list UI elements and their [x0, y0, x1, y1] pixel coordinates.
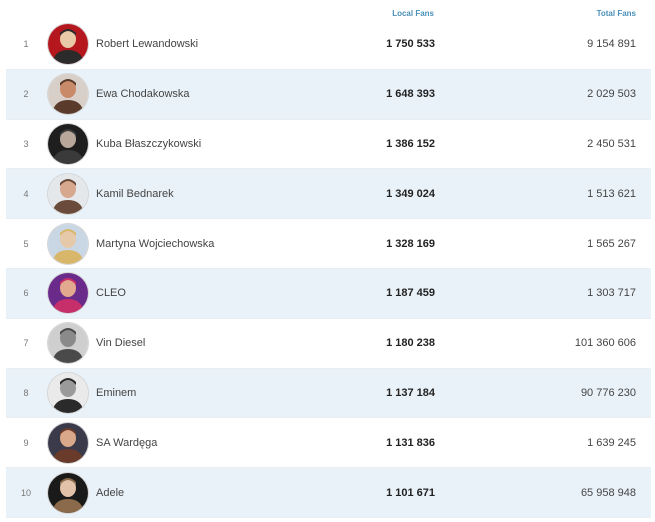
avatar[interactable]	[48, 123, 88, 164]
total-fans-value: 1 513 621	[587, 187, 636, 200]
profile-name-link[interactable]: CLEO	[96, 287, 126, 300]
total-fans-value: 2 029 503	[587, 88, 636, 101]
portrait-icon	[48, 173, 88, 214]
local-fans-value: 1 648 393	[386, 88, 435, 101]
profile-name-link[interactable]: Martyna Wojciechowska	[96, 237, 215, 250]
profile-name-link[interactable]: Vin Diesel	[96, 337, 146, 350]
local-fans-value: 1 187 459	[386, 287, 435, 300]
table-row[interactable]: 6 CLEO 1 187 459 1 303 717	[6, 268, 651, 319]
table-row[interactable]: 4 Kamil Bednarek 1 349 024 1 513 621	[6, 169, 651, 220]
profile-name-link[interactable]: Robert Lewandowski	[96, 38, 199, 51]
table-header: Local Fans Total Fans	[0, 0, 655, 20]
profile-name-link[interactable]: Kuba Błaszczykowski	[96, 137, 202, 150]
table-body: 1 Robert Lewandowski 1 750 533 9 154 891 2 Ew…	[6, 20, 651, 518]
total-fans-header[interactable]: Total Fans	[596, 9, 636, 18]
total-fans-value: 2 450 531	[587, 137, 636, 150]
avatar[interactable]	[48, 372, 88, 413]
portrait-icon	[48, 372, 88, 413]
local-fans-value: 1 328 169	[386, 237, 435, 250]
table-row[interactable]: 1 Robert Lewandowski 1 750 533 9 154 891	[6, 20, 651, 70]
local-fans-value: 1 101 671	[386, 486, 435, 499]
avatar[interactable]	[48, 323, 88, 364]
portrait-icon	[48, 24, 88, 65]
rank-number: 7	[23, 338, 29, 349]
avatar[interactable]	[48, 273, 88, 314]
local-fans-header[interactable]: Local Fans	[392, 9, 434, 18]
avatar[interactable]	[48, 74, 88, 115]
profile-name-link[interactable]: Ewa Chodakowska	[96, 88, 190, 101]
total-fans-value: 101 360 606	[574, 337, 636, 350]
portrait-icon	[48, 223, 88, 264]
portrait-icon	[48, 472, 88, 513]
table-row[interactable]: 5 Martyna Wojciechowska 1 328 169 1 565 267	[6, 219, 651, 269]
avatar[interactable]	[48, 223, 88, 264]
portrait-icon	[48, 74, 88, 115]
local-fans-value: 1 180 238	[386, 337, 435, 350]
avatar[interactable]	[48, 24, 88, 65]
rank-number: 4	[23, 188, 29, 199]
rank-number: 8	[23, 387, 29, 398]
local-fans-value: 1 131 836	[386, 436, 435, 449]
table-row[interactable]: 2 Ewa Chodakowska 1 648 393 2 029 503	[6, 69, 651, 120]
rank-number: 10	[20, 487, 31, 498]
avatar[interactable]	[48, 422, 88, 463]
rank-number: 5	[23, 238, 29, 249]
rank-number: 2	[23, 89, 29, 100]
profile-name-link[interactable]: Eminem	[96, 386, 137, 399]
total-fans-value: 1 639 245	[587, 436, 636, 449]
portrait-icon	[48, 422, 88, 463]
total-fans-value: 9 154 891	[587, 38, 636, 51]
table-row[interactable]: 10 Adele 1 101 671 65 958 948	[6, 468, 651, 518]
total-fans-value: 1 565 267	[587, 237, 636, 250]
total-fans-value: 65 958 948	[580, 486, 636, 499]
total-fans-value: 90 776 230	[580, 386, 636, 399]
table-row[interactable]: 3 Kuba Błaszczykowski 1 386 152 2 450 531	[6, 120, 651, 170]
portrait-icon	[48, 123, 88, 164]
local-fans-value: 1 386 152	[386, 137, 435, 150]
table-row[interactable]: 7 Vin Diesel 1 180 238 101 360 606	[6, 319, 651, 369]
rank-number: 1	[23, 39, 29, 50]
local-fans-value: 1 750 533	[386, 38, 435, 51]
rank-number: 9	[23, 437, 29, 448]
portrait-icon	[48, 273, 88, 314]
portrait-icon	[48, 323, 88, 364]
local-fans-value: 1 349 024	[386, 187, 435, 200]
avatar[interactable]	[48, 173, 88, 214]
profile-name-link[interactable]: Adele	[96, 486, 125, 499]
avatar[interactable]	[48, 472, 88, 513]
profile-name-link[interactable]: Kamil Bednarek	[96, 187, 174, 200]
table-row[interactable]: 9 SA Wardęga 1 131 836 1 639 245	[6, 418, 651, 469]
profile-name-link[interactable]: SA Wardęga	[96, 436, 158, 449]
total-fans-value: 1 303 717	[587, 287, 636, 300]
local-fans-value: 1 137 184	[386, 386, 435, 399]
table-row[interactable]: 8 Eminem 1 137 184 90 776 230	[6, 368, 651, 419]
rank-number: 3	[23, 138, 29, 149]
rank-number: 6	[23, 288, 29, 299]
